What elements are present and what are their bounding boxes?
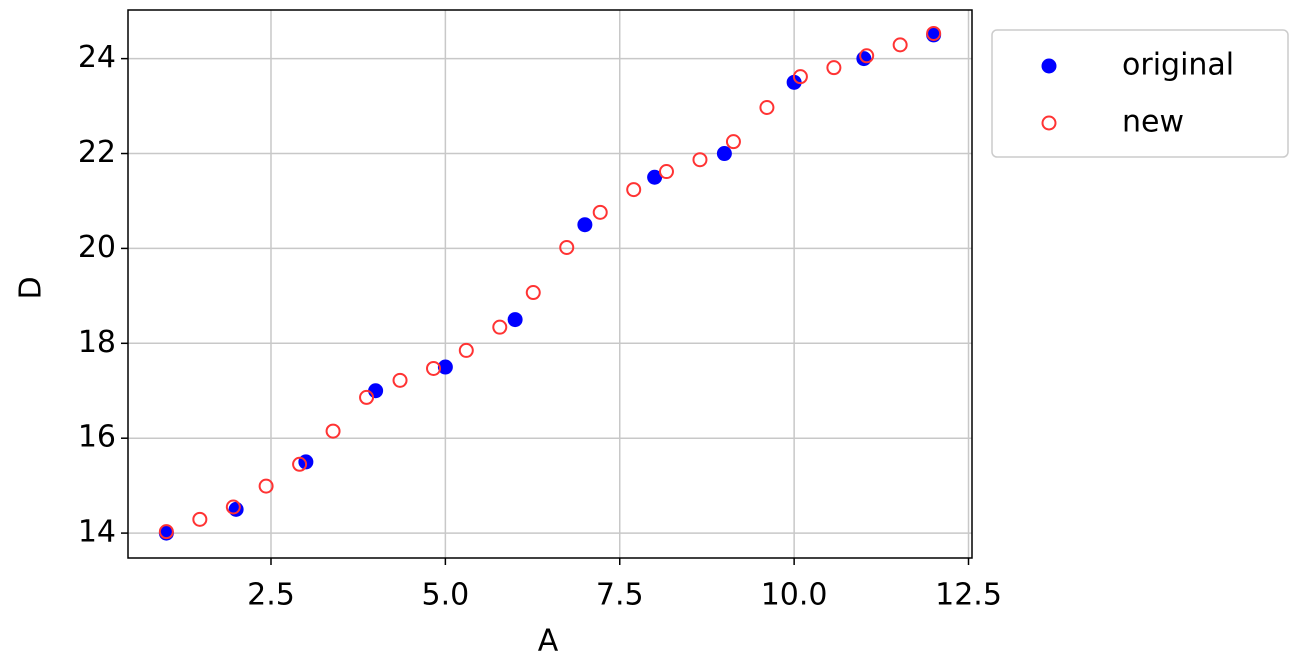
plot-frame [127, 9, 973, 559]
point [192, 511, 208, 527]
legend-box [991, 29, 1289, 158]
point [826, 60, 842, 76]
point [725, 134, 741, 150]
point [368, 383, 384, 399]
legend-label: new [1122, 105, 1184, 140]
y-tick-label: 24 [78, 40, 116, 75]
point [786, 74, 802, 90]
x-tick-label: 2.5 [247, 578, 295, 613]
point [507, 312, 523, 328]
point [392, 372, 408, 388]
x-tick-label: 10.0 [761, 578, 828, 613]
point [716, 146, 732, 162]
y-tick-label: 16 [78, 420, 116, 455]
y-tick-label: 20 [78, 230, 116, 265]
point [647, 169, 663, 185]
legend-marker [1041, 58, 1057, 74]
point [892, 37, 908, 53]
point [525, 285, 541, 301]
y-axis-label: D [14, 276, 49, 299]
point [225, 499, 241, 515]
point [492, 319, 508, 335]
y-tick-label: 14 [78, 515, 116, 550]
point [926, 25, 942, 41]
x-tick-label: 7.5 [596, 578, 644, 613]
point [792, 69, 808, 85]
point [692, 152, 708, 168]
point [592, 204, 608, 220]
point [658, 164, 674, 180]
point [158, 524, 174, 540]
legend-label: original [1122, 48, 1234, 83]
point [856, 51, 872, 67]
point [359, 389, 375, 405]
point [426, 360, 442, 376]
legend-marker [1041, 115, 1057, 131]
y-tick-label: 18 [78, 325, 116, 360]
point [577, 217, 593, 233]
point [458, 342, 474, 358]
x-tick-label: 12.5 [935, 578, 1002, 613]
x-axis-label: A [538, 624, 559, 659]
y-tick-label: 22 [78, 135, 116, 170]
point [859, 48, 875, 64]
point [228, 501, 244, 517]
point [626, 182, 642, 198]
point [559, 239, 575, 255]
point [759, 100, 775, 116]
x-tick-label: 5.0 [422, 578, 470, 613]
point [292, 456, 308, 472]
point [325, 423, 341, 439]
point [437, 359, 453, 375]
point [258, 478, 274, 494]
